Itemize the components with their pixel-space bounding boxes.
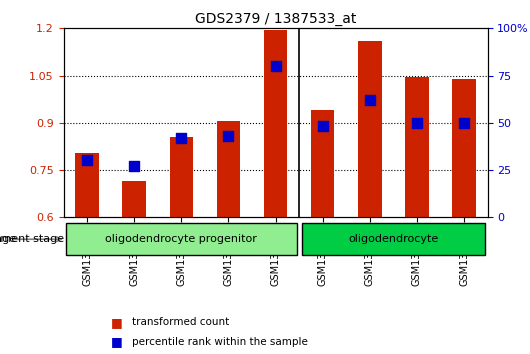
Text: development stage: development stage xyxy=(0,234,16,244)
Bar xyxy=(264,30,287,217)
Text: percentile rank within the sample: percentile rank within the sample xyxy=(132,337,308,347)
Point xyxy=(460,120,469,126)
Point xyxy=(224,133,233,139)
Text: ■: ■ xyxy=(111,316,122,329)
Text: development stage: development stage xyxy=(0,234,65,244)
FancyBboxPatch shape xyxy=(302,223,485,256)
Bar xyxy=(311,110,334,217)
Point xyxy=(413,120,421,126)
Bar xyxy=(75,153,99,217)
Bar xyxy=(217,121,240,217)
Point xyxy=(83,158,91,163)
Bar xyxy=(452,79,476,217)
Text: ■: ■ xyxy=(111,335,122,348)
Point xyxy=(366,97,374,103)
Text: transformed count: transformed count xyxy=(132,317,229,327)
Title: GDS2379 / 1387533_at: GDS2379 / 1387533_at xyxy=(195,12,356,26)
Bar xyxy=(405,77,429,217)
Point xyxy=(271,63,280,69)
Text: oligodendrocyte: oligodendrocyte xyxy=(348,234,438,244)
Point xyxy=(130,163,138,169)
Point xyxy=(319,124,327,129)
Bar xyxy=(358,41,382,217)
Bar xyxy=(170,137,193,217)
Bar xyxy=(122,181,146,217)
FancyBboxPatch shape xyxy=(66,223,297,256)
Point xyxy=(177,135,186,141)
Text: oligodendrocyte progenitor: oligodendrocyte progenitor xyxy=(105,234,258,244)
